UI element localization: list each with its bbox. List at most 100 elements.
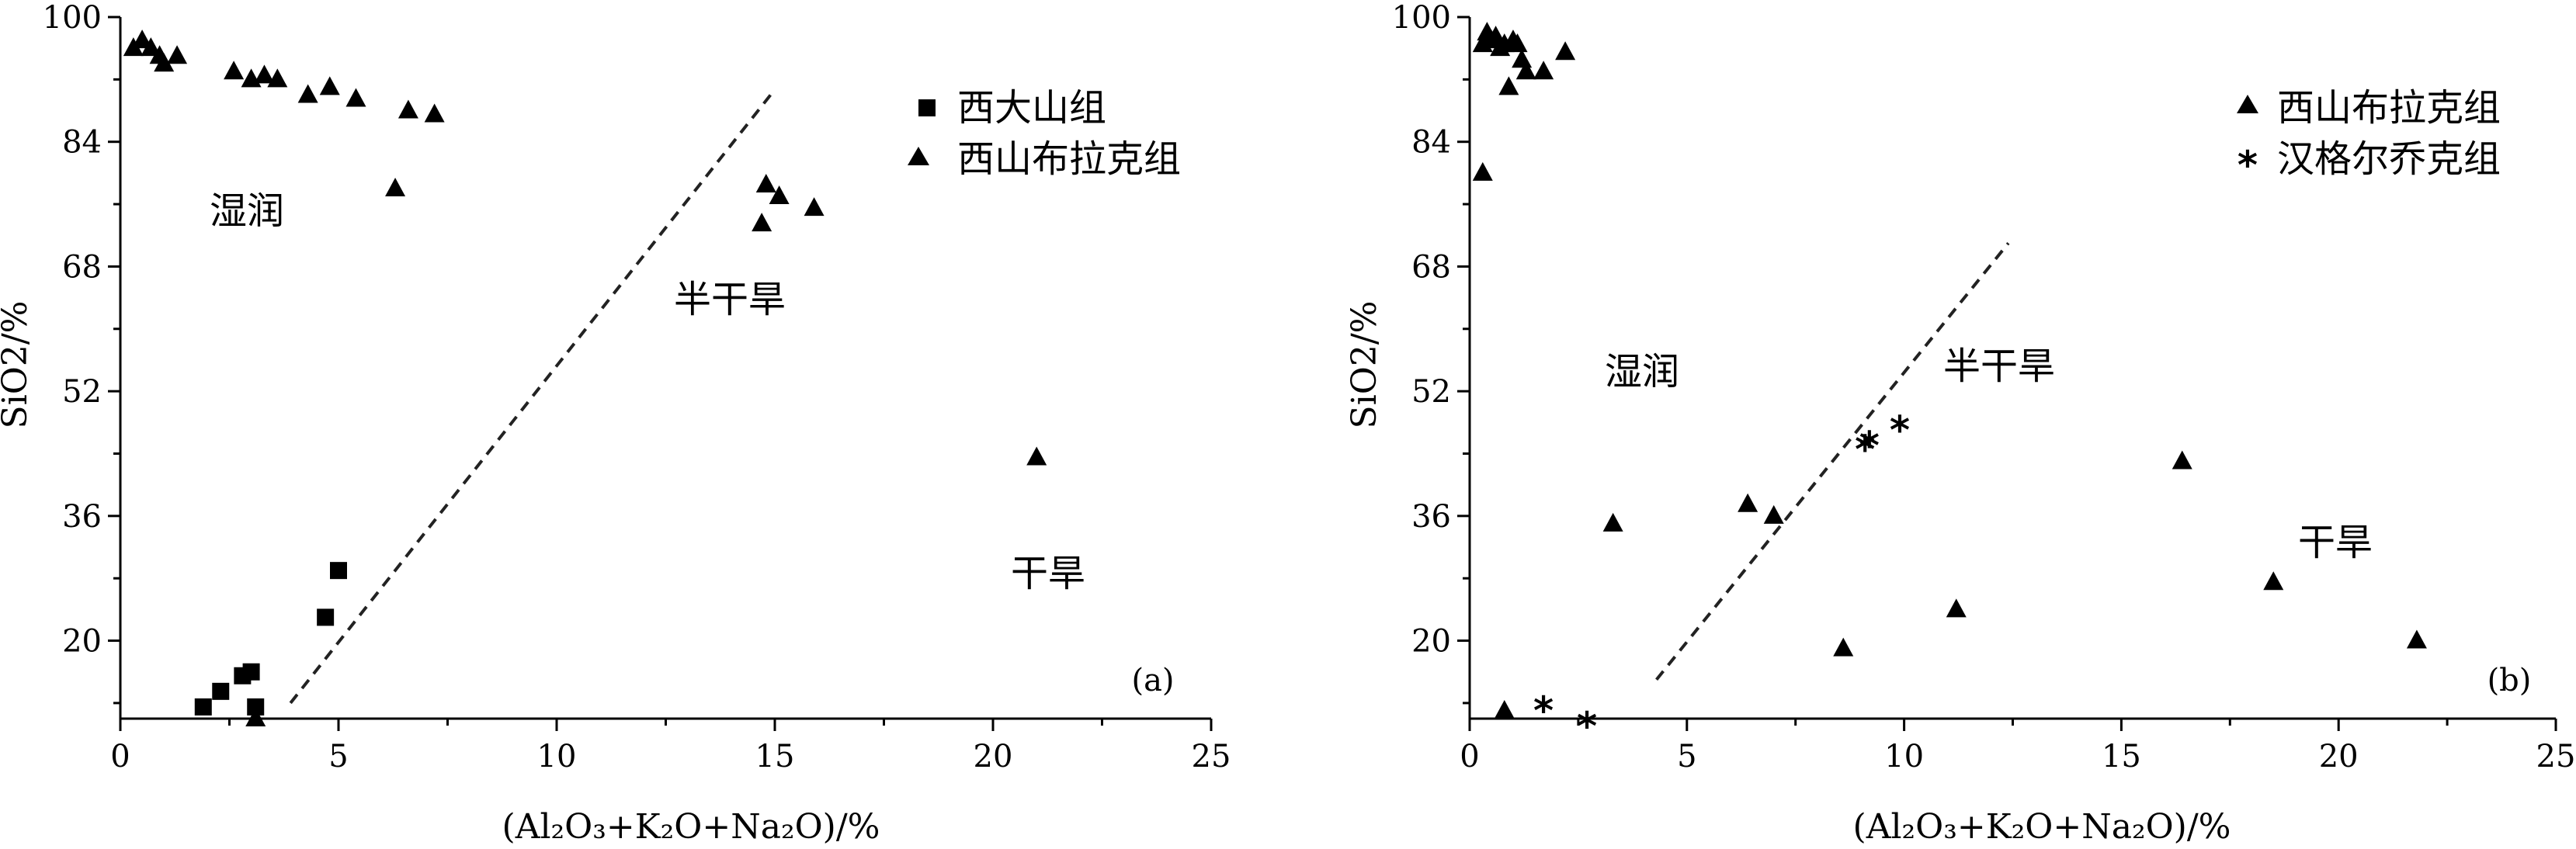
x-tick-label: 15 — [2102, 739, 2141, 774]
data-point-triangle — [141, 37, 161, 57]
y-tick-label: 100 — [1392, 0, 1451, 36]
y-tick-label: 84 — [62, 125, 102, 161]
region-label-semiarid-a: 半干旱 — [674, 278, 786, 321]
data-point-triangle — [398, 99, 418, 119]
data-point-triangle — [1026, 446, 1047, 466]
data-point-star: * — [1533, 688, 1554, 733]
marks-b: * * * * * — [1472, 22, 2427, 749]
data-point-triangle — [1494, 699, 1515, 719]
data-point-triangle — [224, 61, 245, 80]
y-tick-label: 84 — [1411, 125, 1451, 161]
data-point-square — [247, 698, 265, 716]
x-tick-label: 5 — [328, 739, 348, 774]
legend-b: 西山布拉克组 * 汉格尔乔克组 — [2237, 86, 2501, 188]
data-point-triangle — [297, 84, 318, 103]
data-point-triangle — [345, 88, 366, 107]
data-point-triangle — [1533, 61, 1554, 80]
data-point-triangle — [267, 68, 288, 88]
y-tick-label: 68 — [1411, 249, 1451, 285]
data-point-triangle — [755, 173, 776, 192]
x-tick-label: 5 — [1677, 739, 1696, 774]
data-point-triangle — [804, 197, 825, 217]
boundary-line-b — [1655, 242, 2010, 681]
legend-label-b-0: 西山布拉克组 — [2277, 86, 2501, 130]
legend-marker-triangle — [2237, 95, 2258, 113]
data-point-triangle — [1738, 493, 1758, 512]
chart-panel-a: 0 5 10 15 20 25 100 84 68 52 36 20 湿润 半干旱 干旱 西大山组 西… — [0, 0, 1231, 847]
data-point-triangle — [254, 64, 275, 84]
x-tick-label: 10 — [1884, 739, 1924, 774]
y-tick-label: 100 — [43, 0, 102, 36]
y-tick-label: 20 — [1411, 624, 1451, 660]
legend-marker-star: * — [2238, 143, 2258, 188]
region-label-arid-a: 干旱 — [1011, 552, 1085, 595]
data-point-square — [194, 698, 212, 716]
region-label-humid-b: 湿润 — [1605, 350, 1679, 393]
data-point-triangle — [769, 185, 790, 205]
region-label-arid-b: 干旱 — [2298, 521, 2373, 564]
data-point-triangle — [385, 177, 406, 196]
region-label-humid-a: 湿润 — [210, 189, 284, 233]
x-tick-label: 0 — [1460, 739, 1479, 774]
data-point-triangle — [1515, 61, 1536, 80]
x-tick-label: 15 — [755, 739, 795, 774]
data-point-square — [212, 682, 230, 700]
marks-a — [123, 29, 1047, 726]
data-point-square — [330, 562, 347, 580]
data-point-triangle — [1498, 76, 1519, 95]
data-point-star: * — [1890, 407, 1910, 452]
dashed-boundary — [289, 94, 772, 705]
legend-a: 西大山组 西山布拉克组 — [908, 86, 1181, 181]
region-label-semiarid-b: 半干旱 — [1943, 345, 2055, 388]
x-tick-label: 25 — [1192, 739, 1231, 774]
legend-marker-square — [918, 99, 936, 116]
legend-marker-triangle — [908, 147, 929, 165]
y-tick-label: 20 — [62, 624, 102, 660]
data-point-triangle — [1555, 41, 1576, 61]
y-tick-label: 52 — [62, 374, 102, 410]
y-tick-label: 36 — [62, 499, 102, 535]
data-point-triangle — [752, 213, 772, 232]
legend-label-b-1: 汉格尔乔克组 — [2277, 137, 2501, 181]
data-point-star: * — [1855, 427, 1875, 472]
x-tick-label: 20 — [974, 739, 1013, 774]
data-point-star: * — [1577, 704, 1597, 749]
data-point-triangle — [1472, 161, 1493, 181]
ticks-b: 0 5 10 15 20 25 100 84 68 52 36 20 — [1392, 0, 2576, 774]
panel-label-b: (b) — [2487, 663, 2532, 698]
data-point-triangle — [1946, 598, 1967, 618]
legend-label-a-1: 西山布拉克组 — [957, 137, 1181, 181]
data-point-triangle — [245, 708, 266, 726]
x-tick-label: 20 — [2319, 739, 2359, 774]
data-point-triangle — [1507, 33, 1528, 53]
data-point-triangle — [2263, 571, 2284, 591]
x-tick-label: 0 — [110, 739, 130, 774]
data-point-triangle — [1833, 637, 1854, 657]
x-axis-label-b: (Al₂O₃+K₂O+Na₂O)/% — [1853, 807, 2231, 847]
data-point-triangle — [167, 45, 188, 64]
y-axis-label-a: SiO2/% — [0, 301, 35, 429]
x-tick-label: 25 — [2536, 739, 2576, 774]
x-tick-label: 10 — [537, 739, 577, 774]
data-point-triangle — [154, 53, 175, 72]
y-tick-label: 36 — [1411, 499, 1451, 535]
legend-label-a-0: 西大山组 — [957, 86, 1106, 130]
dashed-boundary — [1655, 242, 2010, 681]
data-point-triangle — [1763, 504, 1784, 524]
data-point-triangle — [2172, 450, 2192, 470]
y-tick-label: 52 — [1411, 374, 1451, 410]
boundary-line-a — [289, 94, 772, 705]
data-point-triangle — [1602, 512, 1623, 532]
data-point-square — [242, 663, 260, 681]
ticks-a: 0 5 10 15 20 25 100 84 68 52 36 20 — [43, 0, 1231, 774]
panel-label-a: (a) — [1131, 663, 1174, 698]
y-tick-label: 68 — [62, 249, 102, 285]
x-axis-label-a: (Al₂O₃+K₂O+Na₂O)/% — [502, 807, 880, 847]
data-point-square — [317, 608, 335, 626]
data-point-triangle — [319, 76, 340, 95]
data-point-triangle — [2406, 629, 2427, 649]
data-point-triangle — [132, 29, 153, 49]
y-axis-label-b: SiO2/% — [1345, 301, 1384, 429]
